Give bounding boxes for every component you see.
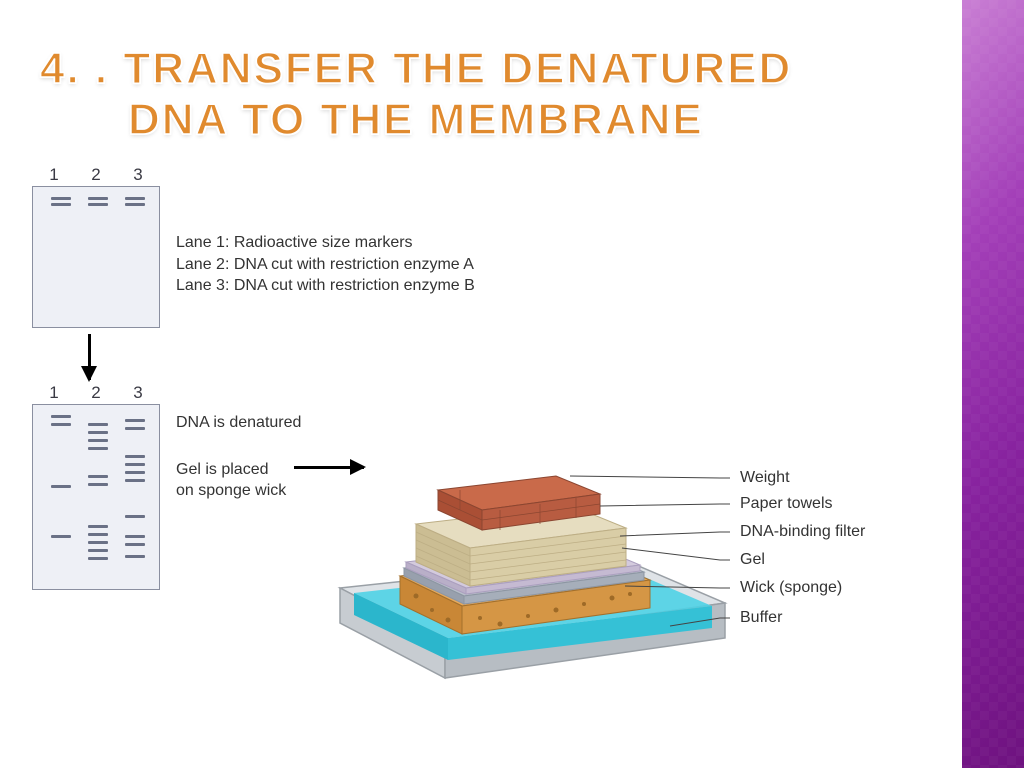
gel-band [51, 535, 71, 538]
callout-weight: Weight [740, 470, 790, 486]
lane3-desc: Lane 3: DNA cut with restriction enzyme … [176, 275, 475, 297]
callout-towels: Paper towels [740, 496, 833, 512]
lane-num: 3 [133, 383, 142, 403]
gel-band [125, 471, 145, 474]
lane1-desc: Lane 1: Radioactive size markers [176, 232, 475, 254]
lane-num: 1 [49, 383, 58, 403]
lane-num: 2 [91, 165, 100, 185]
bands-bot [33, 405, 159, 589]
gel-band [51, 415, 71, 418]
gel-band [88, 431, 108, 434]
gel-band [51, 197, 71, 200]
lane-num: 2 [91, 383, 100, 403]
gel-band [88, 533, 108, 536]
gel-placed-l1: Gel is placed [176, 460, 286, 481]
gel-band [88, 557, 108, 560]
title-line-2: DNA TO THE MEMBRANE [40, 95, 860, 146]
gel-band [88, 447, 108, 450]
gel-band [125, 427, 145, 430]
gel-panel-before: 1 2 3 [32, 186, 160, 328]
gel-panel-after: 1 2 3 [32, 404, 160, 590]
gel-band [125, 455, 145, 458]
slide-title: 4. . TRANSFER THE DENATURED DNA TO THE M… [40, 44, 860, 145]
lane-num: 1 [49, 165, 58, 185]
gel-band [88, 549, 108, 552]
lane-num: 3 [133, 165, 142, 185]
callout-buffer: Buffer [740, 610, 782, 626]
decorative-sidebar [962, 0, 1024, 768]
gel-band [51, 203, 71, 206]
gel-band [88, 475, 108, 478]
gel-placed-l2: on sponge wick [176, 481, 286, 502]
title-line-1: 4. . TRANSFER THE DENATURED [40, 44, 792, 93]
bands-top [33, 187, 159, 327]
tray-svg [320, 428, 740, 708]
gel-band [88, 203, 108, 206]
gel-band [125, 419, 145, 422]
gel-band [125, 535, 145, 538]
lane2-desc: Lane 2: DNA cut with restriction enzyme … [176, 254, 475, 276]
gel-band [88, 439, 108, 442]
lane-numbers-top: 1 2 3 [33, 165, 159, 185]
transfer-tray-diagram: Weight Paper towels DNA-binding filter G… [320, 428, 910, 738]
arrow-down-icon [88, 334, 91, 380]
gel-band [88, 197, 108, 200]
gel-band [125, 463, 145, 466]
gel-band [51, 423, 71, 426]
lane-legend: Lane 1: Radioactive size markers Lane 2:… [176, 232, 475, 297]
callout-gel: Gel [740, 552, 765, 568]
gel-band [88, 525, 108, 528]
gel-band [125, 203, 145, 206]
gel-band [125, 515, 145, 518]
gel-band [125, 479, 145, 482]
gel-band [125, 543, 145, 546]
gel-placed-label: Gel is placed on sponge wick [176, 460, 286, 502]
callout-filter: DNA-binding filter [740, 524, 865, 540]
callout-sponge: Wick (sponge) [740, 580, 842, 596]
dna-denatured-label: DNA is denatured [176, 414, 301, 432]
gel-band [125, 197, 145, 200]
gel-band [51, 485, 71, 488]
gel-band [88, 483, 108, 486]
lane-numbers-bot: 1 2 3 [33, 383, 159, 403]
gel-band [88, 541, 108, 544]
gel-band [125, 555, 145, 558]
gel-band [88, 423, 108, 426]
